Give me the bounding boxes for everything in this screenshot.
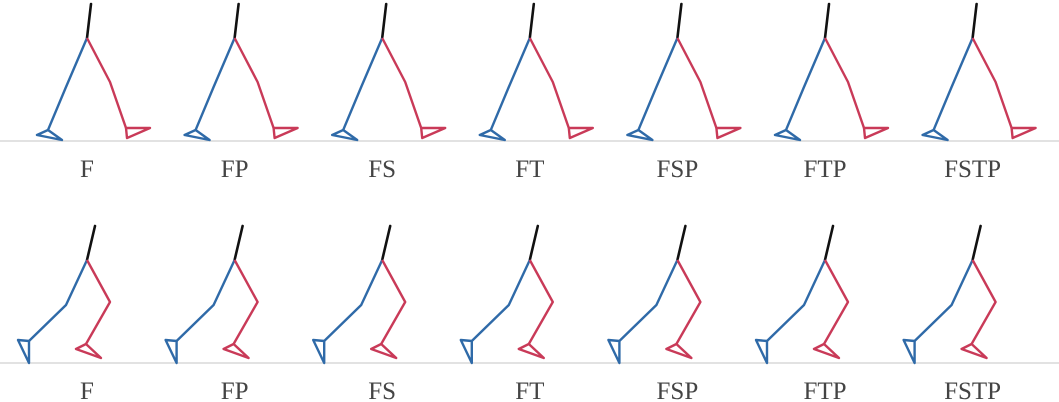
right-leg [971,37,1013,129]
right-foot [272,126,299,140]
right-foot [124,126,152,140]
left-leg [489,37,531,131]
left-foot [754,338,769,365]
right-leg [823,37,866,129]
pose-label: FSTP [944,156,1001,183]
left-leg [618,259,679,342]
left-leg [932,37,974,131]
pose-label: FSP [657,378,699,402]
left-foot [478,128,506,142]
right-foot [1010,126,1037,140]
left-leg [784,37,827,131]
pose-label: F [80,156,94,183]
torso [233,224,244,262]
pose-label: FSTP [944,378,1001,402]
left-foot [312,338,326,365]
left-foot [164,338,178,365]
pose-label: FSP [657,156,699,183]
left-leg [28,259,89,342]
right-foot [960,342,988,360]
right-leg [675,259,702,345]
pose-label: FTP [803,378,846,402]
left-foot [626,128,654,142]
pose-label: FS [368,378,396,402]
torso [528,224,540,262]
torso [233,2,240,40]
right-leg [232,259,259,345]
right-leg [233,37,275,129]
right-foot [222,342,250,360]
right-foot [370,342,398,360]
right-leg [381,37,423,129]
left-leg [913,259,974,342]
right-leg [528,37,570,129]
torso [971,2,978,40]
pose-label: FP [221,156,249,183]
torso [380,224,392,262]
left-foot [183,128,211,142]
left-leg [194,37,236,131]
left-foot [607,338,621,365]
torso [823,224,835,262]
right-leg [85,37,128,129]
torso [823,2,831,40]
right-foot [862,126,890,140]
right-leg [970,259,997,345]
torso [676,224,687,262]
left-leg [637,37,679,131]
pose-label: FTP [803,156,846,183]
left-leg [46,37,89,131]
right-foot [420,126,447,140]
pose-label: FS [368,156,396,183]
left-leg [175,259,236,342]
torso [85,2,93,40]
left-foot [902,338,916,365]
right-foot [812,342,841,360]
left-foot [35,128,64,142]
left-foot [459,338,473,365]
right-leg [380,259,407,345]
torso [971,224,982,262]
right-leg [527,259,554,345]
right-foot [517,342,545,360]
left-foot [921,128,949,142]
pose-label: FT [515,378,544,402]
left-foot [773,128,802,142]
left-foot [331,128,359,142]
left-leg [323,259,384,342]
right-leg [84,259,112,345]
torso [85,224,97,262]
right-foot [567,126,594,140]
right-foot [715,126,742,140]
torso [380,2,388,40]
right-foot [74,342,103,360]
pose-label: FP [221,378,249,402]
right-leg [676,37,718,129]
torso [528,2,536,40]
left-leg [470,259,531,342]
left-leg [766,259,827,342]
right-leg [822,259,850,345]
torso [676,2,683,40]
left-foot [16,338,31,365]
left-leg [342,37,384,131]
pose-label: F [80,378,94,402]
right-foot [665,342,693,360]
pose-label: FT [515,156,544,183]
